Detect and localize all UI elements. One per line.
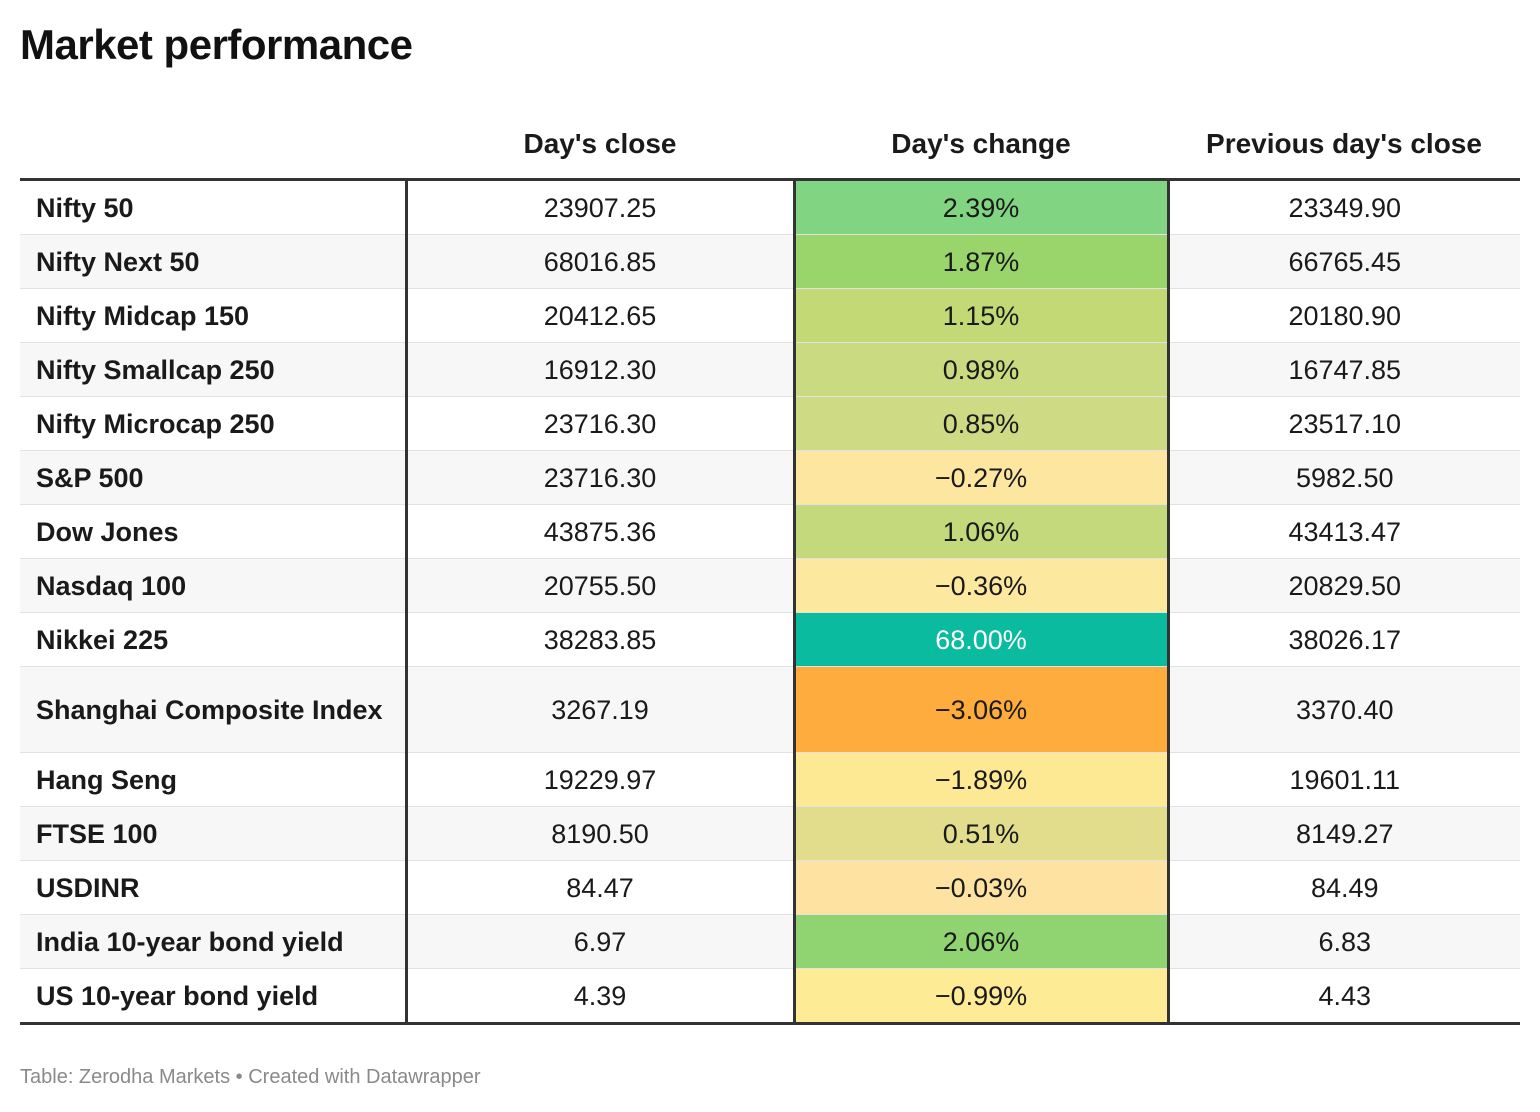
table-row: Nikkei 225 38283.85 68.00% 38026.17: [20, 612, 1520, 667]
row-previous-close: 20829.50: [1168, 558, 1520, 613]
table-row: Nifty Midcap 150 20412.65 1.15% 20180.90: [20, 288, 1520, 343]
row-days-close: 4.39: [406, 968, 796, 1025]
row-previous-close: 38026.17: [1168, 612, 1520, 667]
row-days-change: 2.39%: [794, 179, 1170, 235]
row-days-close: 43875.36: [406, 504, 796, 559]
row-previous-close: 84.49: [1168, 860, 1520, 915]
row-name: Nikkei 225: [20, 612, 408, 667]
table-row: Shanghai Composite Index 3267.19 −3.06% 337…: [20, 666, 1520, 753]
header-days-close: Day's close: [406, 110, 794, 181]
row-days-change: 0.85%: [794, 396, 1170, 451]
row-days-change: 0.51%: [794, 806, 1170, 861]
row-days-change: −0.36%: [794, 558, 1170, 613]
row-previous-close: 5982.50: [1168, 450, 1520, 505]
row-days-close: 23907.25: [406, 179, 796, 235]
row-previous-close: 23349.90: [1168, 179, 1520, 235]
row-days-change: −0.03%: [794, 860, 1170, 915]
row-name: Nifty Midcap 150: [20, 288, 408, 343]
row-days-close: 23716.30: [406, 450, 796, 505]
row-days-close: 16912.30: [406, 342, 796, 397]
row-days-close: 20412.65: [406, 288, 796, 343]
table-row: US 10-year bond yield 4.39 −0.99% 4.43: [20, 968, 1520, 1025]
row-days-change: −0.27%: [794, 450, 1170, 505]
row-days-close: 6.97: [406, 914, 796, 969]
row-previous-close: 66765.45: [1168, 234, 1520, 289]
page-title: Market performance: [20, 21, 413, 68]
header-previous-close: Previous day's close: [1168, 110, 1520, 181]
row-name: FTSE 100: [20, 806, 408, 861]
row-days-close: 3267.19: [406, 666, 796, 753]
row-name: Nifty Smallcap 250: [20, 342, 408, 397]
source-footer: Table: Zerodha Markets • Created with Da…: [20, 1066, 481, 1088]
row-name: Nasdaq 100: [20, 558, 408, 613]
row-days-change: 1.87%: [794, 234, 1170, 289]
row-previous-close: 4.43: [1168, 968, 1520, 1025]
table-row: Nifty Microcap 250 23716.30 0.85% 23517.10: [20, 396, 1520, 451]
row-days-close: 38283.85: [406, 612, 796, 667]
table-row: S&P 500 23716.30 −0.27% 5982.50: [20, 450, 1520, 505]
table-row: USDINR 84.47 −0.03% 84.49: [20, 860, 1520, 915]
row-name: Dow Jones: [20, 504, 408, 559]
row-days-change: 0.98%: [794, 342, 1170, 397]
row-days-close: 20755.50: [406, 558, 796, 613]
row-name: S&P 500: [20, 450, 408, 505]
row-days-close: 68016.85: [406, 234, 796, 289]
table-row: Nifty Next 50 68016.85 1.87% 66765.45: [20, 234, 1520, 289]
table-row: Nasdaq 100 20755.50 −0.36% 20829.50: [20, 558, 1520, 613]
row-name: Shanghai Composite Index: [20, 666, 408, 753]
row-previous-close: 8149.27: [1168, 806, 1520, 861]
table-row: Dow Jones 43875.36 1.06% 43413.47: [20, 504, 1520, 559]
row-name: India 10-year bond yield: [20, 914, 408, 969]
table-row: FTSE 100 8190.50 0.51% 8149.27: [20, 806, 1520, 861]
row-name: Nifty Microcap 250: [20, 396, 408, 451]
row-previous-close: 6.83: [1168, 914, 1520, 969]
row-previous-close: 20180.90: [1168, 288, 1520, 343]
row-name: Nifty 50: [20, 179, 408, 235]
row-days-close: 8190.50: [406, 806, 796, 861]
header-row: Day's close Day's change Previous day's …: [20, 110, 1520, 181]
table-row: India 10-year bond yield 6.97 2.06% 6.83: [20, 914, 1520, 969]
row-days-change: 1.15%: [794, 288, 1170, 343]
row-days-close: 19229.97: [406, 752, 796, 807]
market-table: Day's close Day's change Previous day's …: [20, 110, 1520, 1025]
row-previous-close: 23517.10: [1168, 396, 1520, 451]
row-previous-close: 43413.47: [1168, 504, 1520, 559]
row-name: Hang Seng: [20, 752, 408, 807]
row-name: US 10-year bond yield: [20, 968, 408, 1025]
row-days-change: −1.89%: [794, 752, 1170, 807]
row-previous-close: 3370.40: [1168, 666, 1520, 753]
row-days-change: 68.00%: [794, 612, 1170, 667]
row-previous-close: 16747.85: [1168, 342, 1520, 397]
row-days-change: 2.06%: [794, 914, 1170, 969]
row-name: USDINR: [20, 860, 408, 915]
row-days-close: 84.47: [406, 860, 796, 915]
row-days-change: −3.06%: [794, 666, 1170, 753]
table-row: Hang Seng 19229.97 −1.89% 19601.11: [20, 752, 1520, 807]
row-days-change: −0.99%: [794, 968, 1170, 1025]
row-days-close: 23716.30: [406, 396, 796, 451]
row-name: Nifty Next 50: [20, 234, 408, 289]
row-days-change: 1.06%: [794, 504, 1170, 559]
table-row: Nifty Smallcap 250 16912.30 0.98% 16747.85: [20, 342, 1520, 397]
table-body: Nifty 50 23907.25 2.39% 23349.90 Nifty Next …: [20, 179, 1520, 1025]
row-previous-close: 19601.11: [1168, 752, 1520, 807]
table-row: Nifty 50 23907.25 2.39% 23349.90: [20, 179, 1520, 235]
header-name: [20, 110, 406, 181]
header-days-change: Day's change: [794, 110, 1168, 181]
